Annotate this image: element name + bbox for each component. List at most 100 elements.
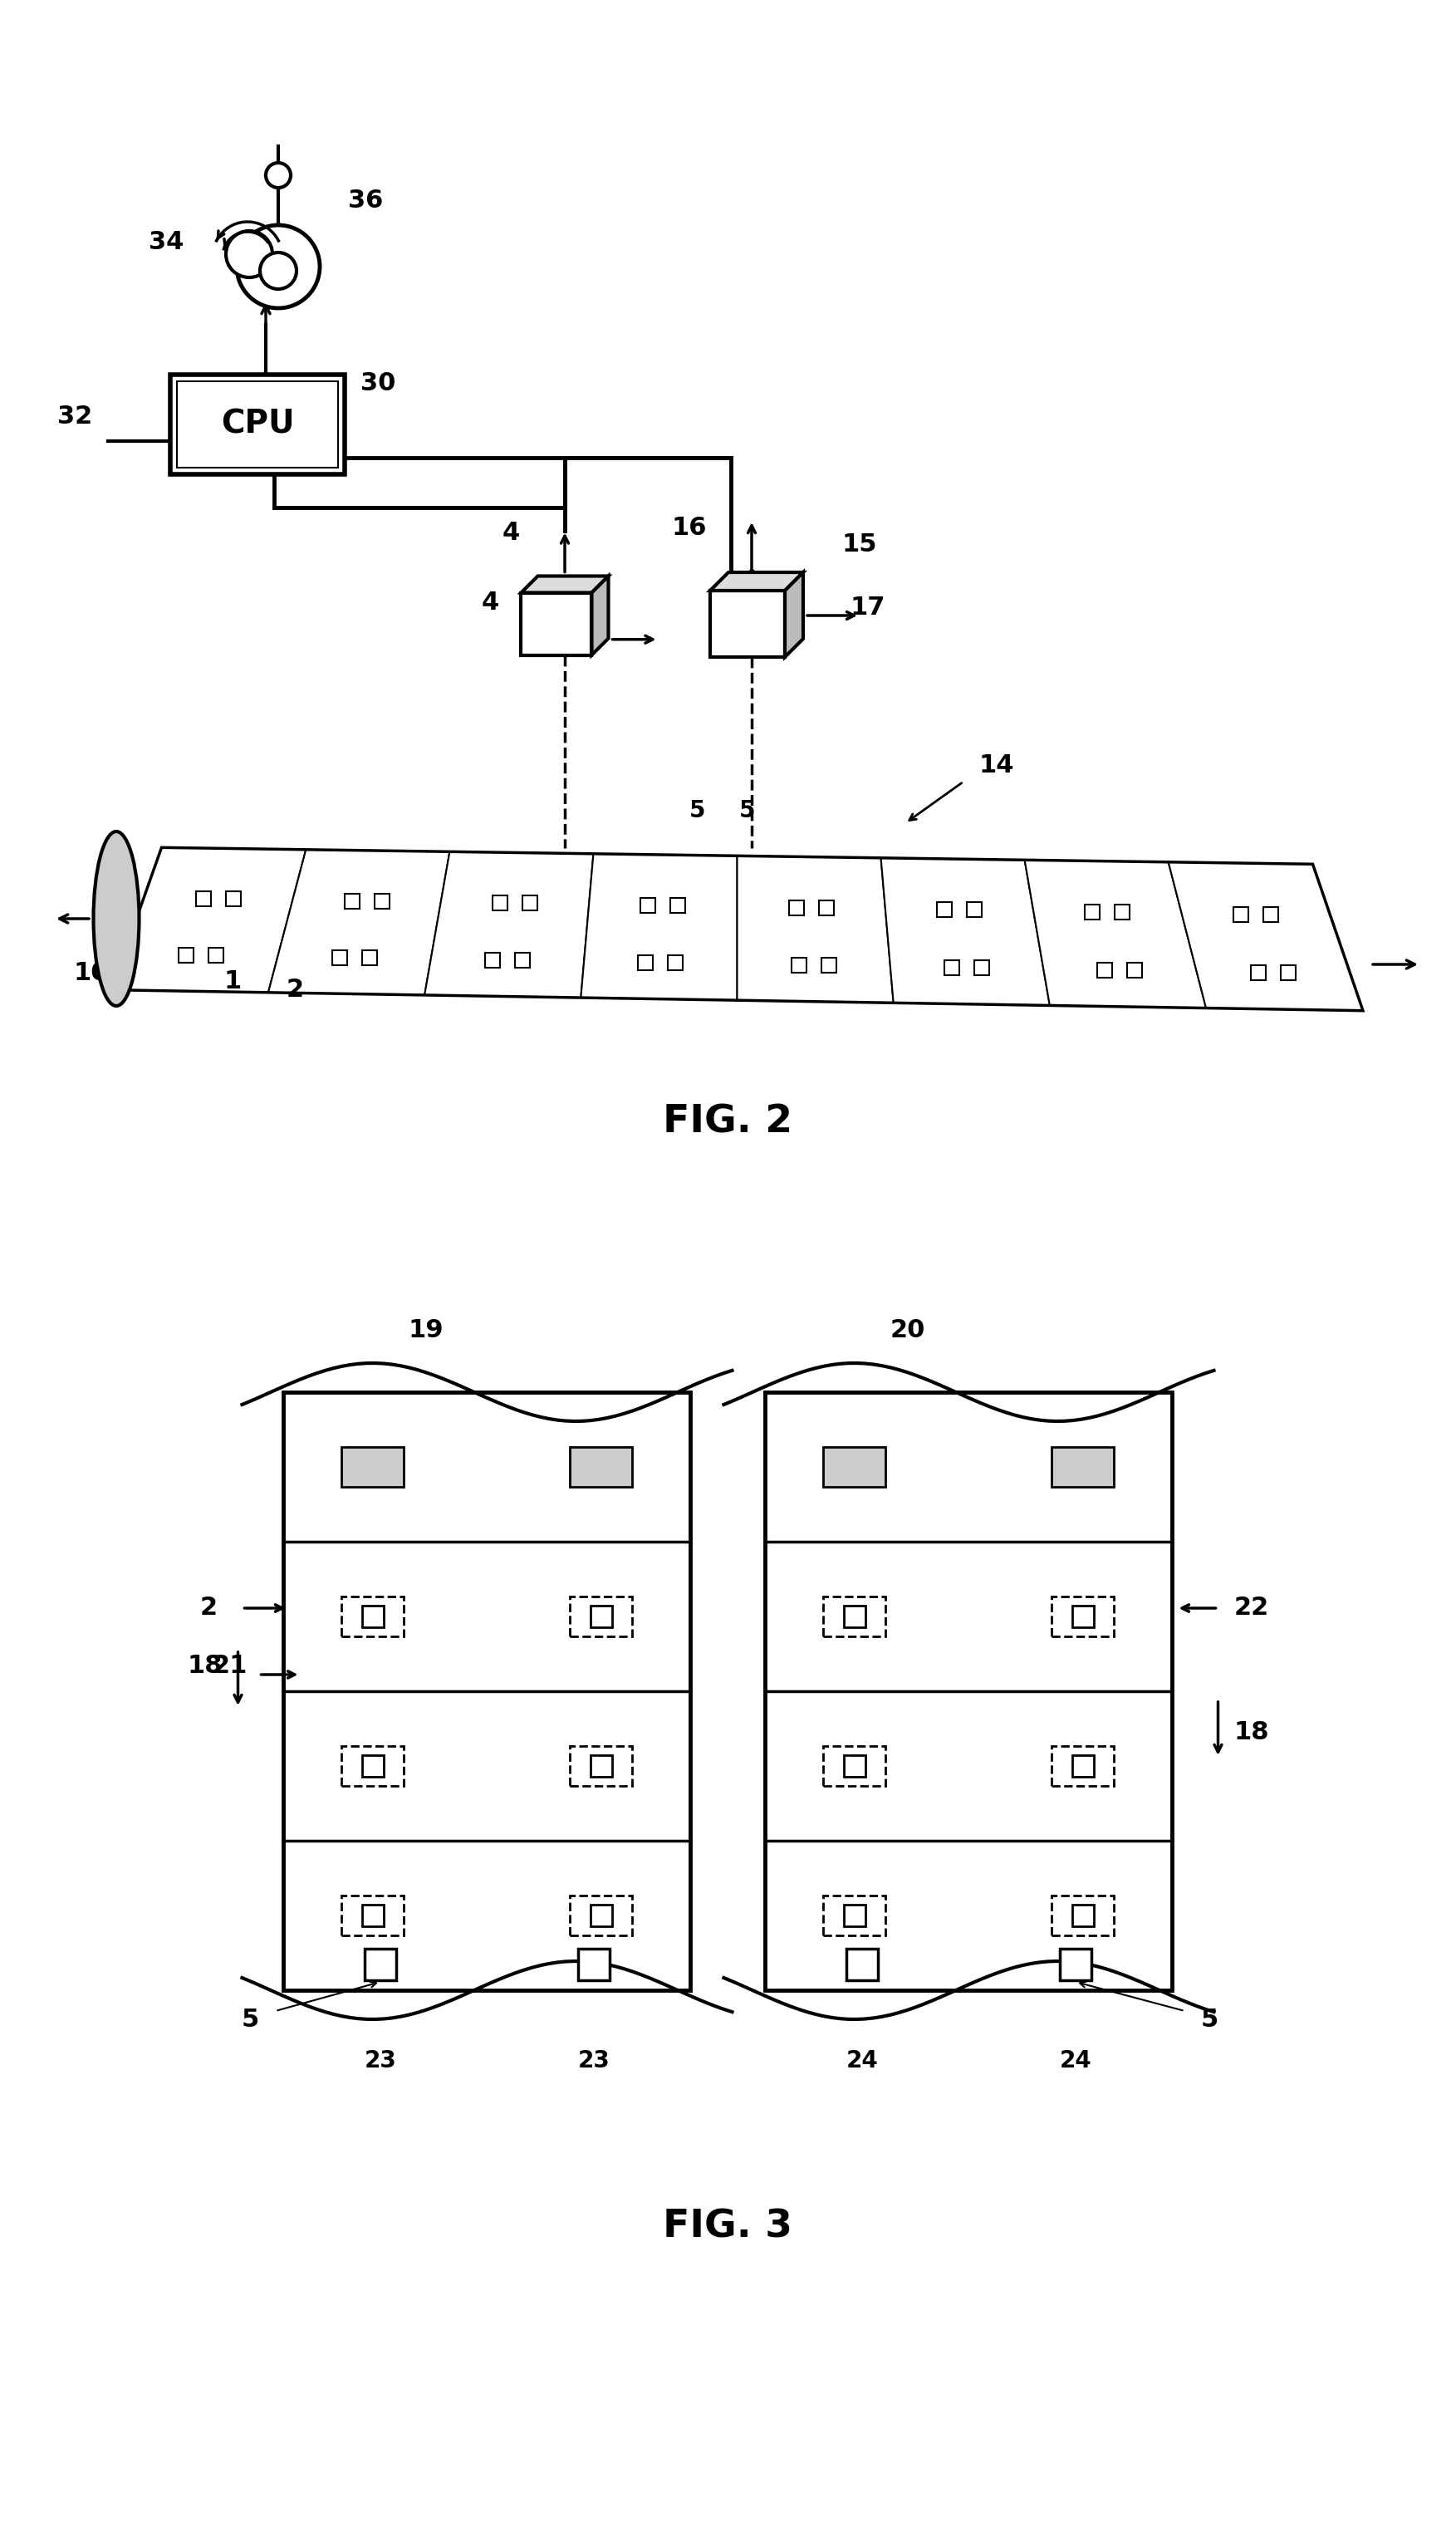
Bar <box>284 1392 690 1990</box>
Bar <box>571 1894 632 1935</box>
Bar <box>523 897 537 912</box>
Bar <box>521 594 591 654</box>
Text: FIG. 3: FIG. 3 <box>662 2208 792 2246</box>
Bar <box>1072 1607 1093 1627</box>
Bar <box>492 897 508 912</box>
Text: 23: 23 <box>364 2049 396 2071</box>
Polygon shape <box>591 576 609 654</box>
Bar <box>179 947 194 962</box>
Bar <box>361 950 377 965</box>
Bar <box>938 902 952 917</box>
Text: 4: 4 <box>482 591 499 616</box>
Bar <box>1051 1894 1114 1935</box>
Text: 16: 16 <box>671 515 708 541</box>
Bar <box>178 381 338 467</box>
Bar <box>342 1447 405 1488</box>
Text: 1: 1 <box>224 970 242 993</box>
Bar <box>485 952 499 967</box>
Bar <box>638 955 654 970</box>
Bar <box>1127 962 1143 978</box>
Bar <box>789 899 804 914</box>
Text: 36: 36 <box>348 187 383 212</box>
Bar <box>1264 907 1278 922</box>
Text: 30: 30 <box>360 371 396 394</box>
Bar <box>571 1745 632 1786</box>
Polygon shape <box>268 851 450 995</box>
Text: 32: 32 <box>57 404 92 429</box>
Text: 5: 5 <box>1201 2008 1219 2031</box>
Bar <box>821 957 836 973</box>
Polygon shape <box>425 851 594 998</box>
Bar <box>1098 962 1112 978</box>
Text: 21: 21 <box>213 1655 248 1677</box>
Bar <box>364 1948 396 1980</box>
Bar <box>843 1607 866 1627</box>
Bar <box>1115 904 1130 919</box>
Polygon shape <box>581 854 737 1000</box>
Bar <box>578 1948 610 1980</box>
Bar <box>671 897 686 912</box>
Text: 15: 15 <box>842 533 878 556</box>
Text: 14: 14 <box>978 753 1015 778</box>
Polygon shape <box>1169 861 1363 1010</box>
Bar <box>668 955 683 970</box>
Text: 24: 24 <box>1060 2049 1092 2071</box>
Bar <box>515 952 530 967</box>
Polygon shape <box>737 856 894 1003</box>
Text: 2: 2 <box>199 1596 217 1619</box>
Bar <box>1072 1756 1093 1776</box>
Text: 34: 34 <box>149 230 183 253</box>
Bar <box>846 1948 878 1980</box>
Circle shape <box>237 225 320 308</box>
Bar <box>824 1447 885 1488</box>
Text: 4: 4 <box>502 520 520 546</box>
Text: 19: 19 <box>408 1319 444 1341</box>
Text: 20: 20 <box>890 1319 926 1341</box>
Text: 23: 23 <box>578 2049 610 2071</box>
Bar <box>1051 1596 1114 1637</box>
Bar <box>374 894 389 909</box>
Bar <box>1281 965 1296 980</box>
Text: 18: 18 <box>1233 1720 1270 1745</box>
Polygon shape <box>1025 861 1206 1008</box>
Bar <box>363 1756 384 1776</box>
Bar <box>363 1607 384 1627</box>
Bar <box>967 902 981 917</box>
Bar <box>197 892 211 907</box>
Bar <box>590 1905 613 1927</box>
Bar <box>711 591 785 657</box>
Bar <box>1085 904 1101 919</box>
Polygon shape <box>711 573 804 591</box>
Bar <box>342 1894 405 1935</box>
Circle shape <box>261 253 297 288</box>
Bar <box>342 1745 405 1786</box>
Polygon shape <box>785 573 804 657</box>
Text: 22: 22 <box>1233 1596 1268 1619</box>
Bar <box>590 1756 613 1776</box>
Bar <box>974 960 989 975</box>
Bar <box>945 960 960 975</box>
Bar <box>590 1607 613 1627</box>
Text: 2: 2 <box>285 978 304 1000</box>
Text: 24: 24 <box>846 2049 878 2071</box>
Polygon shape <box>521 576 609 594</box>
Text: 5: 5 <box>740 798 756 823</box>
Bar <box>843 1905 866 1927</box>
Polygon shape <box>881 859 1050 1005</box>
Bar <box>571 1447 632 1488</box>
Bar <box>791 957 807 973</box>
Bar <box>170 374 345 475</box>
Circle shape <box>266 162 291 187</box>
Text: CPU: CPU <box>221 409 294 440</box>
Bar <box>1251 965 1265 980</box>
Bar <box>571 1596 632 1637</box>
Bar <box>824 1894 885 1935</box>
Bar <box>342 1596 405 1637</box>
Text: 5: 5 <box>242 2008 259 2031</box>
Circle shape <box>226 230 272 278</box>
Bar <box>226 892 242 907</box>
Bar <box>344 894 360 909</box>
Text: 18: 18 <box>186 1655 223 1677</box>
Polygon shape <box>112 849 1363 1010</box>
Text: 17: 17 <box>850 596 885 619</box>
